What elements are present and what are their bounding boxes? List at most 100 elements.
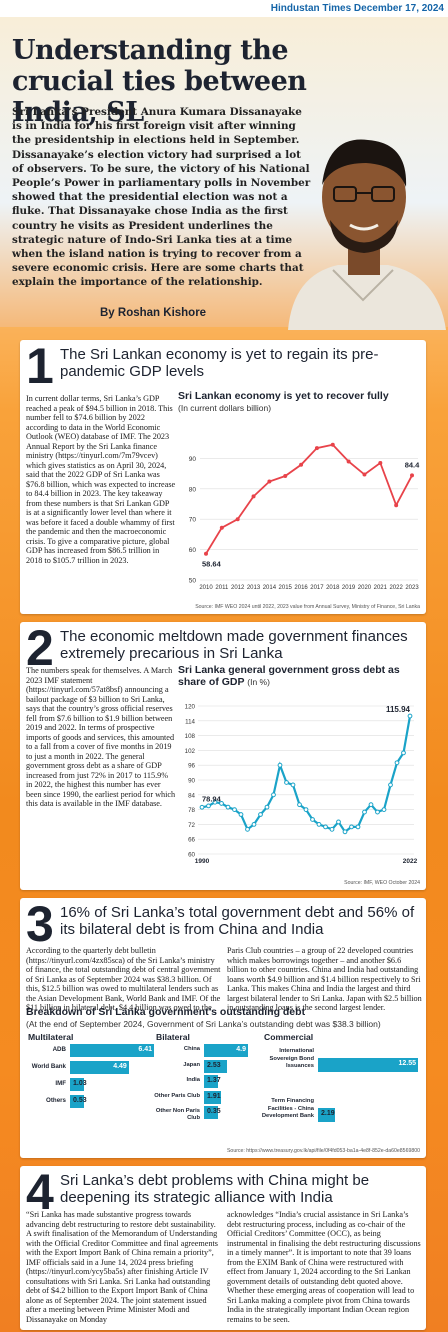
y-tick-label: 114: [185, 718, 195, 725]
data-point: [314, 446, 319, 451]
data-point: [346, 459, 351, 464]
y-tick-label: 96: [188, 763, 195, 770]
byline: By Roshan Kishore: [100, 307, 207, 319]
section-heading: The Sri Lankan economy is yet to regain …: [60, 346, 379, 380]
chart-subtitle: (In current dollars billion): [178, 403, 272, 413]
hero: Understanding the crucial ties between I…: [0, 17, 448, 330]
debt-bar: [204, 1059, 227, 1073]
data-point: [362, 809, 367, 815]
section-body-left: According to the quarterly debt bulletin…: [26, 946, 221, 1012]
group-label-multilateral: Multilateral: [28, 1032, 74, 1042]
data-label-last: 84.4: [405, 460, 420, 469]
section-number: 1: [26, 338, 54, 394]
data-label-last: 115.94: [386, 705, 411, 714]
data-point: [283, 474, 288, 479]
bar-category-label: India: [186, 1077, 200, 1083]
data-point: [284, 780, 289, 785]
x-tick-label: 2012: [231, 585, 245, 591]
debt-bar: [204, 1106, 218, 1119]
debt-series-line: [201, 715, 412, 834]
y-tick-label: 78: [188, 807, 195, 814]
bar-value-label: 6.41: [138, 1046, 152, 1053]
data-point: [336, 819, 341, 825]
gdp-series-line: [205, 443, 413, 555]
section-body: In current dollar terms, Sri Lanka’s GDP…: [26, 394, 176, 565]
x-tick-label: 2018: [326, 585, 340, 591]
section-number: 3: [26, 896, 54, 952]
data-point: [381, 807, 387, 812]
bar-value-label: 0.53: [73, 1097, 87, 1104]
bar-value-label: 1.37: [207, 1077, 221, 1084]
data-point: [394, 503, 399, 508]
x-tick-label: 2013: [247, 585, 261, 591]
data-point: [401, 750, 406, 756]
y-tick-label: 84: [188, 792, 195, 799]
chart-title-text: Sri Lanka general government gross debt …: [178, 664, 400, 688]
x-tick-label: 2023: [405, 585, 419, 591]
bar-value-label: 12.55: [398, 1060, 416, 1067]
bar-value-label: 1.03: [73, 1080, 87, 1087]
y-tick-label: 60: [188, 852, 195, 859]
masthead: Hindustan Times December 17, 2024: [0, 0, 448, 17]
chart-title: Breakdown of Sri Lanka government’s outs…: [26, 1006, 424, 1030]
chart-title: Sri Lankan economy is yet to recover ful…: [178, 390, 423, 414]
x-tick-label: 2015: [279, 585, 293, 591]
data-point: [407, 713, 413, 719]
y-tick-label: 80: [189, 486, 197, 493]
data-point: [245, 826, 250, 832]
section-number: 4: [26, 1164, 54, 1220]
section-heading: The economic meltdown made government fi…: [60, 628, 408, 662]
group-label-bilateral: Bilateral: [156, 1032, 190, 1042]
section-3: 3 16% of Sri Lanka’s total government de…: [20, 898, 426, 1158]
data-point: [375, 809, 380, 815]
data-point: [199, 804, 205, 810]
x-tick-label: 2020: [358, 585, 372, 591]
x-tick-label: 2022: [389, 585, 403, 591]
data-point: [355, 824, 361, 830]
data-point: [388, 782, 393, 788]
debt-bar: [318, 1108, 336, 1122]
x-tick-label: 2017: [310, 585, 324, 591]
bar-value-label: 4.49: [113, 1063, 127, 1070]
debt-bar-chart: ADB 6.41 World Bank 4.49 IMF 1.03 Others 0.53 Ch…: [20, 1044, 426, 1144]
debt-gdp-line-chart: 60 66 72 78 84 90 96 102 108 114 120 1990 2022 78.94 1…: [185, 704, 418, 866]
intro-text: Sri Lanka’s President Anura Kumara Dissa…: [12, 106, 311, 289]
bar-value-label: 1.91: [207, 1092, 221, 1100]
data-point: [310, 817, 315, 822]
chart-title-text: Sri Lankan economy is yet to recover ful…: [178, 390, 389, 402]
x-tick-label: 2010: [199, 585, 213, 591]
data-point: [297, 802, 302, 808]
section-2: 2 The economic meltdown made government …: [20, 622, 426, 890]
y-tick-label: 50: [189, 578, 197, 585]
data-point: [264, 804, 270, 810]
data-point: [303, 807, 309, 812]
x-tick-label: 2022: [403, 858, 418, 865]
debt-bar: [70, 1095, 84, 1108]
debt-bar: [204, 1075, 218, 1088]
bar-category-label: IMF: [55, 1080, 66, 1087]
group-label-commercial: Commercial: [264, 1032, 314, 1042]
data-point: [299, 462, 304, 467]
chart-subtitle: (In %): [247, 677, 270, 687]
chart-subtitle: (At the end of September 2024, Governmen…: [26, 1019, 381, 1029]
page-body: Understanding the crucial ties between I…: [0, 17, 448, 1332]
bar-category-label: Others: [46, 1097, 66, 1104]
debt-bar: [204, 1044, 248, 1057]
data-point: [342, 829, 348, 835]
bar-category-label: ADB: [52, 1046, 66, 1053]
chart-source: Source: IMF, WEO October 2024: [344, 880, 420, 886]
data-label-first: 78.94: [202, 794, 222, 803]
data-point: [316, 821, 322, 827]
section-4: 4 Sri Lanka’s debt problems with China m…: [20, 1166, 426, 1330]
section-body-right: acknowledges “India’s crucial assistance…: [227, 1210, 421, 1324]
data-point: [362, 472, 367, 477]
y-tick-label: 60: [189, 547, 197, 554]
y-tick-label: 70: [189, 517, 197, 524]
data-point: [290, 782, 296, 788]
data-point: [235, 517, 240, 522]
data-point: [378, 460, 383, 465]
data-point: [394, 760, 400, 766]
bar-category-label: Other Non Paris Club: [155, 1108, 200, 1121]
data-point: [329, 826, 335, 832]
data-point: [349, 824, 354, 830]
